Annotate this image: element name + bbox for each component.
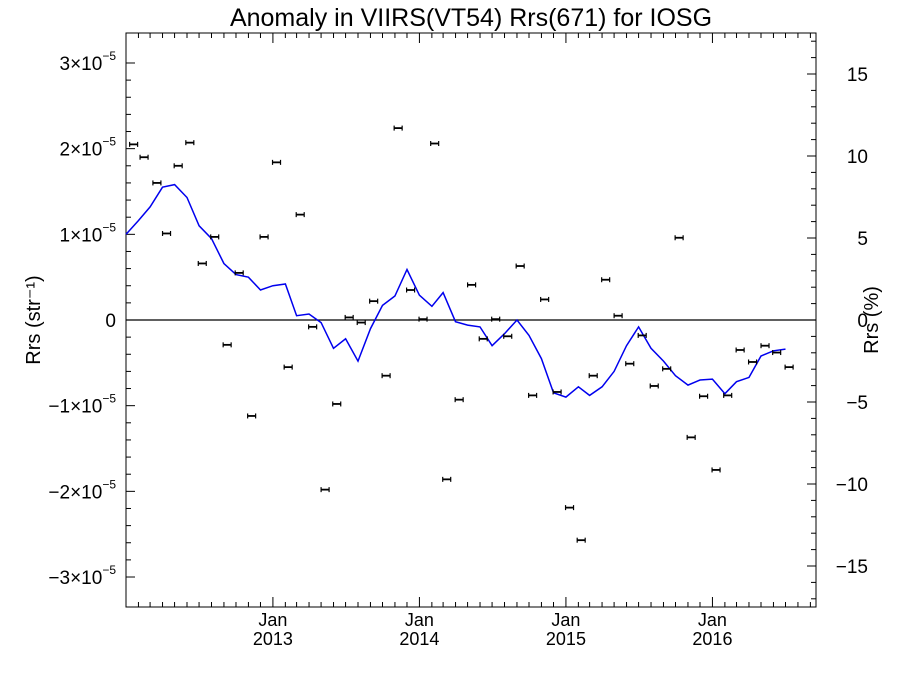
data-point bbox=[552, 389, 562, 395]
data-point bbox=[686, 434, 696, 440]
data-point bbox=[197, 260, 207, 266]
y-tick-label: 0 bbox=[105, 311, 116, 332]
x-tick-label-year: 2016 bbox=[692, 629, 732, 649]
data-point bbox=[393, 125, 403, 131]
data-point bbox=[234, 270, 244, 276]
data-point bbox=[576, 537, 586, 543]
y2-tick-label: 10 bbox=[847, 147, 868, 168]
data-point bbox=[222, 342, 232, 348]
data-point bbox=[588, 373, 598, 379]
data-point bbox=[308, 324, 318, 330]
data-point bbox=[735, 347, 745, 353]
data-point bbox=[430, 141, 440, 147]
data-point bbox=[503, 333, 513, 339]
data-point bbox=[129, 141, 139, 147]
data-point bbox=[674, 235, 684, 241]
trend-line bbox=[125, 183, 786, 398]
data-point bbox=[601, 277, 611, 283]
y2-tick-label: 0 bbox=[857, 311, 868, 332]
data-point bbox=[356, 320, 366, 326]
data-point bbox=[418, 316, 428, 322]
y-tick-label: 3×10−5 bbox=[60, 49, 117, 75]
data-point bbox=[540, 296, 550, 302]
x-tick-label-year: 2013 bbox=[253, 629, 293, 649]
data-points bbox=[129, 125, 794, 543]
x-tick-label-year: 2014 bbox=[399, 629, 439, 649]
data-point bbox=[711, 467, 721, 473]
data-point bbox=[210, 234, 220, 240]
data-point bbox=[491, 316, 501, 322]
data-point bbox=[747, 359, 758, 365]
data-point bbox=[772, 350, 782, 356]
y2-tick-label: 15 bbox=[847, 65, 868, 86]
data-point bbox=[613, 313, 623, 319]
data-point bbox=[637, 332, 647, 338]
y-axis-right: 15 10 5 0 −5 −10 −15 bbox=[807, 40, 868, 600]
data-point bbox=[723, 392, 733, 398]
data-point bbox=[564, 505, 575, 511]
data-point bbox=[699, 393, 709, 399]
y-axis-label: Rrs (str⁻¹) bbox=[23, 275, 45, 364]
data-point bbox=[784, 364, 794, 370]
data-point bbox=[271, 159, 282, 165]
data-point bbox=[295, 212, 305, 218]
data-point bbox=[247, 413, 257, 419]
y2-tick-label: −10 bbox=[836, 475, 868, 496]
x-tick-label-year: 2015 bbox=[546, 629, 586, 649]
data-point bbox=[625, 361, 635, 367]
data-point bbox=[381, 373, 391, 379]
y2-tick-label: −5 bbox=[846, 393, 868, 414]
data-point bbox=[760, 343, 770, 349]
data-point bbox=[283, 364, 293, 370]
x-tick-label-month: Jan bbox=[405, 610, 434, 630]
data-point bbox=[344, 314, 354, 320]
x-tick-label-month: Jan bbox=[551, 610, 580, 630]
y-tick-label: 1×10−5 bbox=[60, 220, 117, 246]
x-tick-label-month: Jan bbox=[258, 610, 287, 630]
y-tick-label: −1×10−5 bbox=[48, 392, 116, 418]
data-point bbox=[649, 383, 659, 389]
data-point bbox=[185, 140, 195, 146]
y2-tick-label: 5 bbox=[857, 229, 868, 250]
y-tick-label: 2×10−5 bbox=[60, 135, 117, 161]
data-point bbox=[478, 336, 488, 342]
data-point bbox=[528, 392, 538, 398]
data-point bbox=[173, 163, 183, 169]
x-tick-label-month: Jan bbox=[698, 610, 727, 630]
data-point bbox=[405, 287, 416, 293]
data-point bbox=[442, 476, 452, 482]
data-point bbox=[259, 234, 269, 240]
data-point bbox=[454, 397, 464, 403]
data-point bbox=[152, 180, 162, 186]
data-point bbox=[161, 230, 172, 236]
data-point bbox=[467, 282, 477, 288]
y2-axis-label: Rrs (%) bbox=[861, 286, 883, 354]
data-point bbox=[332, 401, 342, 407]
data-point bbox=[369, 298, 379, 304]
data-point bbox=[139, 154, 149, 160]
data-point bbox=[320, 487, 330, 493]
y2-tick-label: −15 bbox=[836, 557, 868, 578]
data-point bbox=[515, 263, 525, 269]
chart-title: Anomaly in VIIRS(VT54) Rrs(671) for IOSG bbox=[230, 4, 712, 32]
data-point bbox=[662, 366, 672, 372]
y-axis-left: 3×10−5 2×10−5 1×10−5 0 −1×10−5 −2×10−5 −3×10−5 bbox=[48, 49, 135, 589]
y-tick-label: −3×10−5 bbox=[48, 563, 116, 589]
y-tick-label: −2×10−5 bbox=[48, 477, 116, 503]
